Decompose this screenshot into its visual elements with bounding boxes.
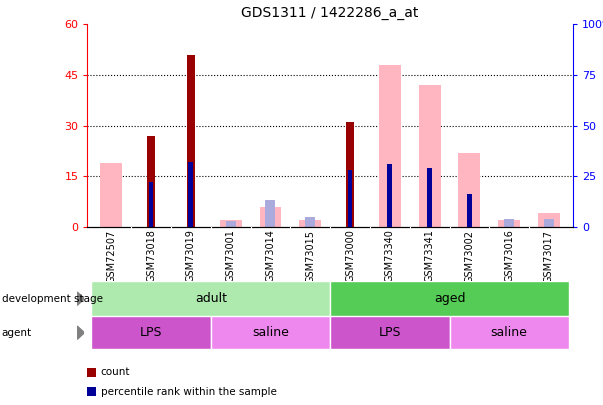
Text: percentile rank within the sample: percentile rank within the sample [101,387,277,396]
Polygon shape [77,292,84,305]
Bar [330,316,449,349]
Bar [92,316,211,349]
Bar [226,221,236,227]
Bar [219,220,242,227]
Bar [211,316,330,349]
Bar [504,219,514,227]
Title: GDS1311 / 1422286_a_at: GDS1311 / 1422286_a_at [241,6,419,21]
Bar [299,220,321,227]
Text: saline: saline [252,326,289,339]
Bar [100,163,122,227]
Bar [498,220,520,227]
Bar [458,153,481,227]
Text: saline: saline [491,326,528,339]
Text: agent: agent [2,328,32,337]
Bar [92,281,330,316]
Bar [305,217,315,227]
Bar [538,213,560,227]
Text: LPS: LPS [379,326,401,339]
Bar [187,55,195,227]
Bar [149,182,154,227]
Bar [147,136,155,227]
Polygon shape [77,326,84,339]
Bar [259,207,282,227]
Bar [379,65,401,227]
Bar [449,316,569,349]
Bar [418,85,441,227]
Text: count: count [101,367,130,377]
Text: aged: aged [434,292,466,305]
Bar [467,194,472,227]
Bar [330,281,569,316]
Bar [265,200,276,227]
Bar [388,164,392,227]
Text: adult: adult [195,292,227,305]
Bar [348,170,352,227]
Bar [189,162,194,227]
Text: development stage: development stage [2,294,103,304]
Bar [544,219,554,227]
Text: LPS: LPS [140,326,162,339]
Bar [428,168,432,227]
Bar [346,122,354,227]
